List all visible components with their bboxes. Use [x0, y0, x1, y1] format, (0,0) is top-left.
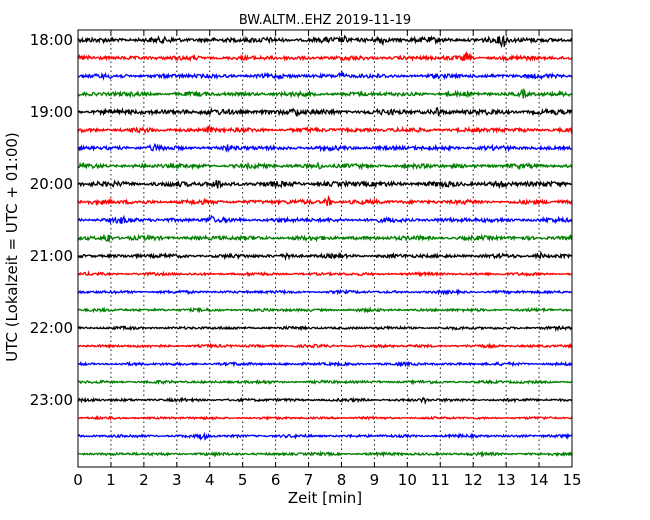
x-tick-label: 9 [370, 471, 380, 489]
trace-2000 [77, 179, 573, 190]
trace-2245 [77, 378, 573, 386]
grid-lines [110, 30, 540, 467]
x-axis: 0 1 2 3 4 5 6 7 8 9 10 11 12 13 14 15 [73, 30, 582, 489]
y-tick-label: 21:00 [30, 247, 73, 265]
y-tick-label: 19:00 [30, 103, 73, 121]
x-axis-label: Zeit [min] [288, 489, 362, 507]
x-tick-label: 7 [304, 471, 314, 489]
x-tick-label: 11 [431, 471, 450, 489]
trace-1945 [77, 161, 573, 171]
trace-2200 [77, 324, 573, 332]
trace-1845 [77, 87, 573, 99]
y-axis-label: UTC (Lokalzeit = UTC + 01:00) [3, 132, 21, 362]
trace-2230 [77, 360, 573, 368]
trace-1915 [77, 125, 573, 135]
x-tick-label: 10 [398, 471, 417, 489]
x-tick-label: 2 [139, 471, 149, 489]
x-tick-label: 13 [497, 471, 516, 489]
trace-1900 [77, 106, 573, 118]
chart-title: BW.ALTM..EHZ 2019-11-19 [239, 13, 411, 28]
traces [77, 34, 573, 458]
trace-1930 [77, 142, 573, 153]
trace-2015 [77, 195, 573, 207]
x-tick-label: 0 [73, 471, 83, 489]
y-tick-label: 20:00 [30, 175, 73, 193]
y-axis: 18:00 19:00 20:00 21:00 22:00 23:00 [30, 31, 572, 409]
trace-2045 [77, 233, 573, 243]
trace-1800 [77, 34, 573, 49]
x-tick-label: 1 [106, 471, 116, 489]
trace-2030 [77, 214, 573, 225]
x-tick-label: 8 [337, 471, 347, 489]
trace-2100 [77, 250, 573, 262]
x-tick-label: 14 [530, 471, 549, 489]
plot-frame [77, 29, 573, 468]
trace-2215 [77, 342, 573, 350]
trace-1830 [77, 70, 573, 81]
x-tick-label: 15 [562, 471, 581, 489]
trace-1815 [77, 50, 573, 63]
x-tick-label: 3 [172, 471, 182, 489]
x-tick-label: 12 [464, 471, 483, 489]
x-tick-label: 6 [271, 471, 281, 489]
trace-2315 [77, 414, 573, 422]
y-tick-label: 18:00 [30, 31, 73, 49]
trace-2330 [77, 431, 573, 441]
trace-2115 [77, 270, 573, 278]
trace-2345 [77, 450, 573, 458]
y-tick-label: 23:00 [30, 391, 73, 409]
trace-2145 [78, 305, 573, 314]
trace-2130 [77, 288, 573, 296]
trace-2300 [77, 396, 573, 406]
x-tick-label: 5 [238, 471, 248, 489]
x-tick-label: 4 [205, 471, 215, 489]
y-tick-label: 22:00 [30, 319, 73, 337]
